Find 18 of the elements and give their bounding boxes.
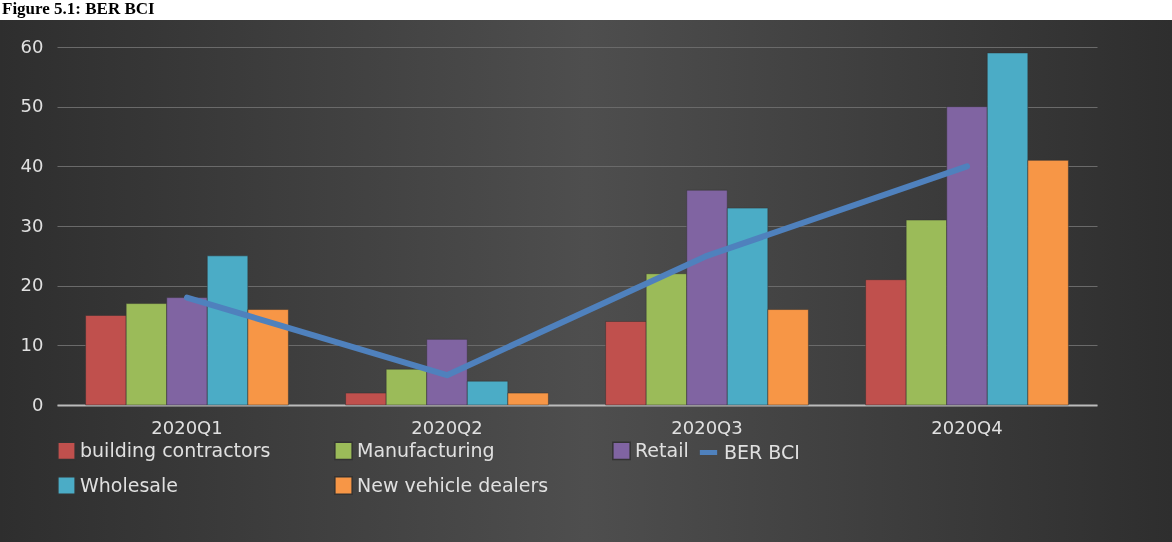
y-tick-label: 40 [20,154,44,176]
y-tick-label: 20 [20,274,44,296]
x-tick-label: 2020Q3 [671,416,743,438]
y-tick-label: 60 [20,35,44,57]
legend-label: New vehicle dealers [357,473,549,496]
chart-title: Figure 5.1: BER BCI [1,0,156,18]
y-tick-label: 30 [20,214,44,236]
x-tick-label: 2020Q1 [151,416,223,438]
legend-label: Retail [635,438,689,461]
legend-label: building contractors [80,438,271,461]
y-tick-label: 10 [20,333,44,355]
legend-label: Manufacturing [357,438,495,461]
legend-label: Wholesale [80,473,178,496]
x-tick-label: 2020Q2 [411,416,483,438]
x-tick-label: 2020Q4 [931,416,1003,438]
y-tick-label: 0 [32,393,44,415]
y-tick-label: 50 [20,95,44,117]
legend-label: BER BCI [724,440,800,463]
